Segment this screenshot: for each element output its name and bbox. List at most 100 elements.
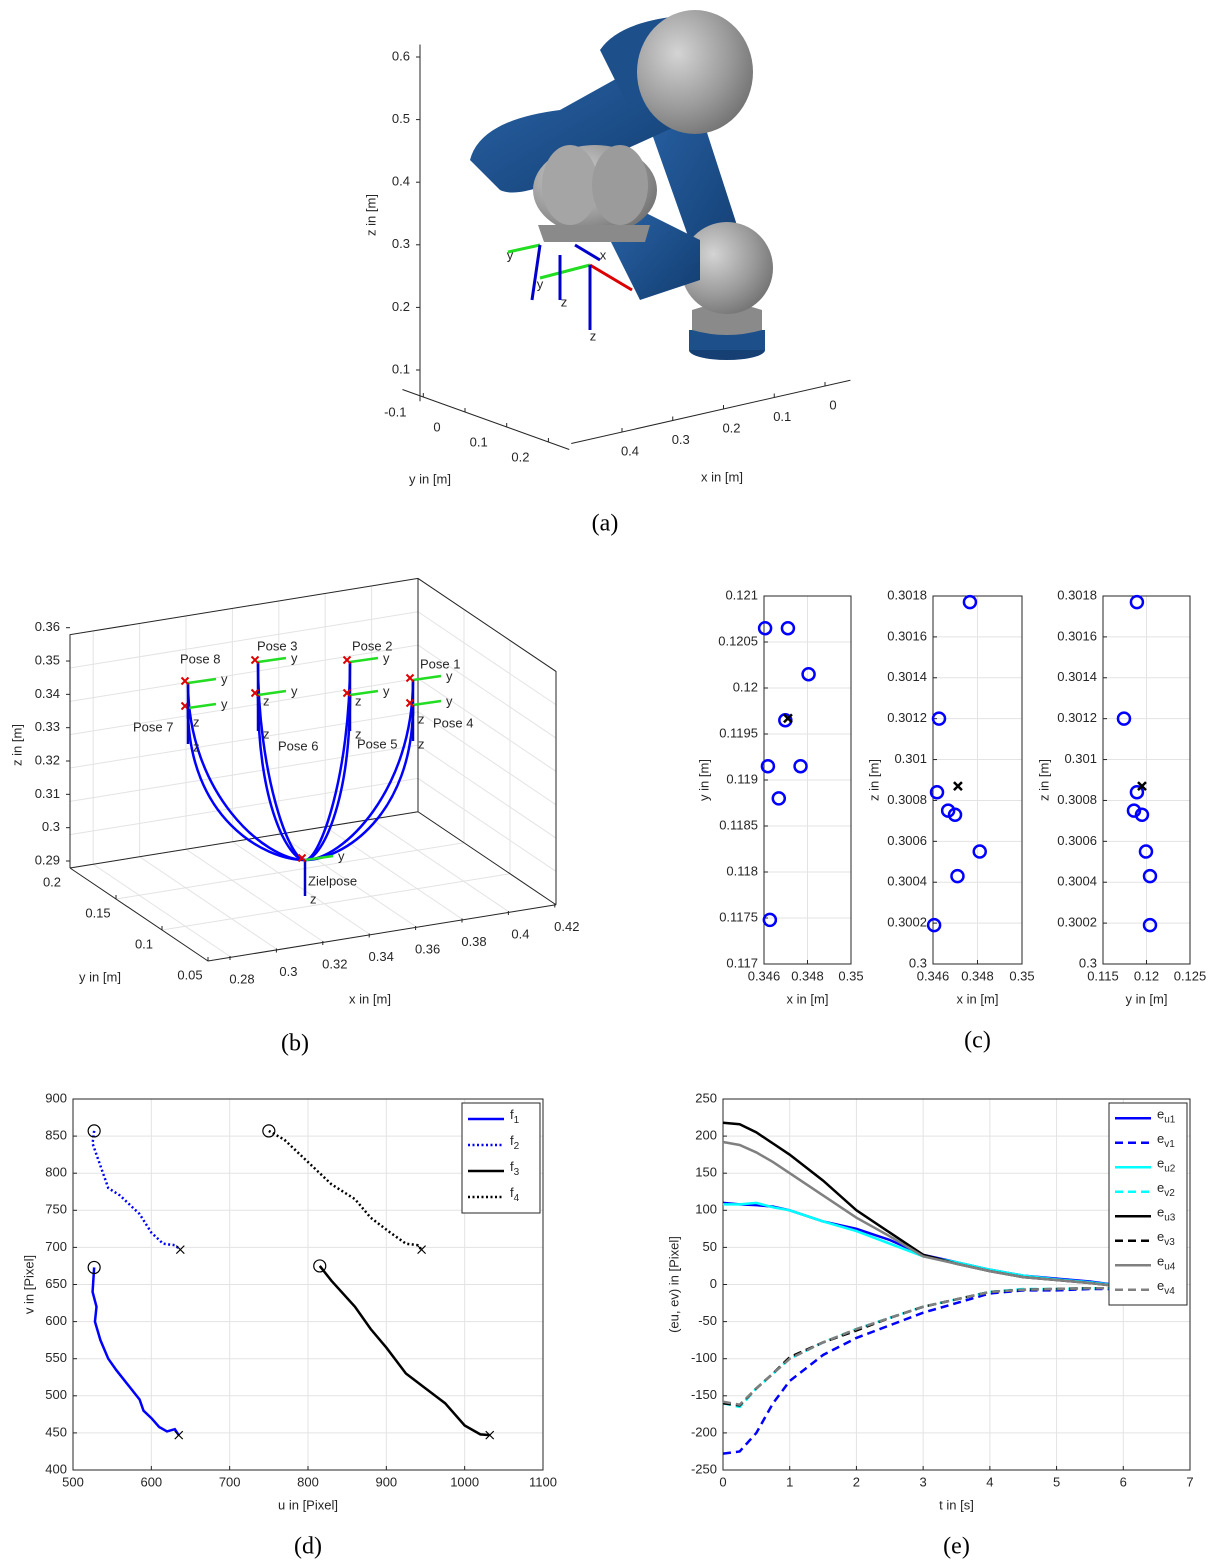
x-axis-label: x in [m] bbox=[701, 469, 743, 484]
z-tick-label: 0.1 bbox=[392, 361, 410, 376]
end-marker bbox=[485, 1430, 495, 1440]
point bbox=[962, 594, 978, 610]
y-tick-label: 0.117 bbox=[726, 955, 758, 970]
x-tick-label: 0.35 bbox=[838, 968, 863, 983]
plot-frame bbox=[722, 1098, 1191, 1471]
trajectory bbox=[304, 694, 352, 862]
y-tick-label: 150 bbox=[695, 1165, 717, 1180]
x-tick-label: 4 bbox=[986, 1474, 993, 1489]
y-tick-label: -0.1 bbox=[384, 404, 406, 419]
legend-label: eu4 bbox=[1157, 1254, 1176, 1272]
y-tick-label: 0.3 bbox=[909, 955, 927, 970]
z-tick-label: 0.3 bbox=[42, 819, 60, 834]
x-axis-label: y in [m] bbox=[1126, 991, 1168, 1006]
frame-label: y bbox=[383, 650, 390, 665]
x-tick-label: 2 bbox=[853, 1474, 860, 1489]
y-tick-label: 550 bbox=[45, 1350, 67, 1365]
y-tick-label: 0.1185 bbox=[719, 817, 758, 832]
target-point bbox=[783, 713, 793, 724]
frame-x bbox=[342, 688, 352, 698]
y-tick-label: -50 bbox=[698, 1313, 717, 1328]
series-line bbox=[722, 1140, 1124, 1288]
point bbox=[757, 620, 773, 636]
z-tick-label: 0.6 bbox=[392, 48, 410, 63]
y-tick-label: 0.3016 bbox=[1057, 628, 1097, 643]
start-marker bbox=[313, 1259, 327, 1273]
frame-label: y bbox=[291, 683, 298, 698]
frame-label: z bbox=[590, 328, 597, 343]
series-line bbox=[722, 1286, 1124, 1407]
frame-label: y bbox=[383, 683, 390, 698]
legend-label: eu1 bbox=[1157, 1107, 1176, 1125]
legend-box bbox=[1108, 1102, 1188, 1306]
frame-label: y bbox=[291, 650, 298, 665]
frame-y bbox=[349, 689, 379, 697]
point bbox=[780, 620, 796, 636]
y-tick-label: 0.3004 bbox=[1057, 874, 1097, 889]
legend-label: eu3 bbox=[1157, 1205, 1176, 1223]
frame-x bbox=[297, 853, 307, 863]
z-tick-label: 0.31 bbox=[35, 786, 60, 801]
series-line bbox=[268, 1129, 423, 1251]
frame-label: z bbox=[418, 711, 425, 726]
y-tick-label: 0.3004 bbox=[887, 874, 927, 889]
z-tick-label: 0.3 bbox=[392, 236, 410, 251]
y-tick-label: 0.2 bbox=[43, 874, 61, 889]
point bbox=[1129, 785, 1145, 800]
x-tick-label: 700 bbox=[219, 1474, 241, 1489]
x-tick-label: 0.346 bbox=[917, 968, 950, 983]
legend-label: ev4 bbox=[1157, 1278, 1175, 1296]
frame-y bbox=[304, 854, 334, 862]
caption: (a) bbox=[592, 511, 619, 537]
x-tick-label: 0.348 bbox=[791, 968, 824, 983]
x-axis-label: u in [Pixel] bbox=[278, 1497, 338, 1512]
start-marker bbox=[262, 1124, 276, 1138]
z-tick-label: 0.36 bbox=[35, 619, 60, 634]
frame-label: z bbox=[418, 736, 425, 751]
y-tick-label: 0 bbox=[710, 1276, 717, 1291]
legend-label: ev2 bbox=[1157, 1180, 1175, 1198]
x-tick-label: 0.12 bbox=[1134, 968, 1159, 983]
frame-x bbox=[250, 688, 260, 698]
point bbox=[1142, 868, 1158, 884]
frame-y bbox=[187, 677, 217, 685]
frame-label: z bbox=[355, 726, 362, 741]
y-tick-label: -100 bbox=[691, 1350, 717, 1365]
frame-label: y bbox=[338, 848, 345, 863]
legend-label: f4 bbox=[510, 1185, 520, 1203]
frame-label: z bbox=[263, 726, 270, 741]
y-tick-label: 250 bbox=[695, 1090, 717, 1105]
grid-line bbox=[69, 578, 419, 869]
point bbox=[760, 758, 776, 774]
y-tick-label: 50 bbox=[703, 1239, 717, 1254]
frame-x bbox=[405, 673, 415, 683]
legend-label: eu2 bbox=[1157, 1156, 1176, 1174]
x-tick-label: 0 bbox=[719, 1474, 726, 1489]
y-axis-label: y in [m] bbox=[79, 969, 121, 984]
y-tick-label: 0.3014 bbox=[887, 669, 927, 684]
x-tick-label: 0 bbox=[829, 397, 836, 412]
x-tick-label: 0.115 bbox=[1087, 968, 1119, 983]
y-tick-label: 0.3002 bbox=[887, 915, 927, 930]
x-tick-label: 0.3 bbox=[672, 432, 690, 447]
x-tick-label: 0.35 bbox=[1009, 968, 1034, 983]
y-tick-label: 700 bbox=[45, 1239, 67, 1254]
end-marker bbox=[174, 1430, 184, 1440]
frame-label: y bbox=[221, 671, 228, 686]
frame-y bbox=[257, 689, 287, 697]
frame-x bbox=[250, 655, 260, 665]
point bbox=[1134, 807, 1150, 823]
point bbox=[771, 791, 787, 806]
frame-label: z bbox=[193, 714, 200, 729]
plot-frame bbox=[763, 595, 852, 965]
caption: (d) bbox=[294, 1534, 322, 1560]
x-tick-label: 600 bbox=[140, 1474, 162, 1489]
x-tick-label: 900 bbox=[375, 1474, 397, 1489]
start-marker bbox=[87, 1124, 101, 1138]
frame-y bbox=[257, 656, 287, 664]
x-axis-label: x in [m] bbox=[349, 991, 391, 1006]
y-tick-label: 850 bbox=[45, 1128, 67, 1143]
y-tick-label: 0.3006 bbox=[1057, 833, 1097, 848]
point bbox=[1138, 844, 1154, 859]
point bbox=[947, 807, 963, 823]
